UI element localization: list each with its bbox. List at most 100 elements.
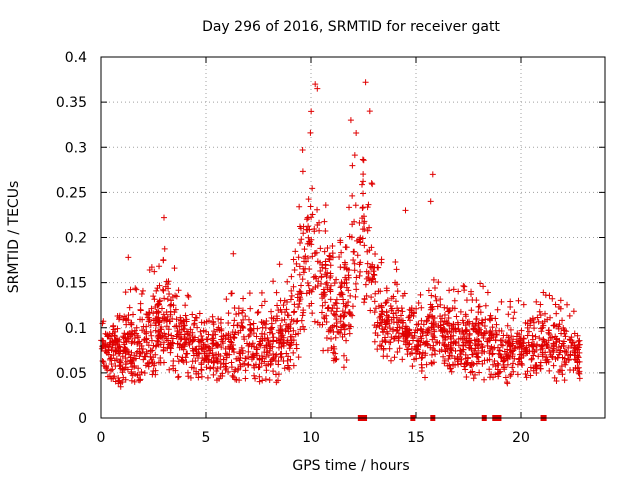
data-point — [168, 332, 175, 339]
data-point — [195, 336, 202, 343]
data-point — [359, 181, 366, 188]
data-point — [343, 244, 350, 251]
data-point — [566, 336, 573, 343]
data-point — [487, 312, 494, 319]
data-point — [241, 336, 248, 343]
data-point — [401, 290, 408, 297]
data-point — [430, 345, 437, 352]
data-point — [245, 316, 252, 323]
data-point — [174, 353, 181, 360]
data-point — [268, 308, 275, 315]
data-point — [308, 108, 315, 115]
data-point — [225, 310, 232, 317]
data-point — [340, 323, 347, 330]
data-point — [156, 329, 163, 336]
data-point — [545, 358, 552, 365]
data-point — [571, 330, 578, 337]
data-point — [273, 351, 280, 358]
data-point — [419, 364, 426, 371]
data-point — [308, 288, 315, 295]
data-point — [504, 380, 511, 387]
data-point — [431, 328, 438, 335]
data-point — [463, 360, 470, 367]
data-point — [516, 340, 523, 347]
data-point — [198, 367, 205, 374]
data-point — [463, 373, 470, 380]
data-point — [550, 362, 557, 369]
data-point — [183, 359, 190, 366]
data-point — [312, 81, 319, 88]
data-point — [406, 306, 413, 313]
data-point — [491, 344, 498, 351]
data-point — [259, 377, 266, 384]
data-point — [446, 362, 453, 369]
data-point — [287, 342, 294, 349]
data-point — [284, 339, 291, 346]
data-point — [575, 338, 582, 345]
data-point — [354, 252, 361, 259]
data-point — [452, 361, 459, 368]
data-point — [447, 333, 454, 340]
data-point — [498, 341, 505, 348]
data-point — [159, 286, 166, 293]
data-point — [546, 349, 553, 356]
data-point — [166, 366, 173, 373]
data-point — [175, 358, 182, 365]
data-point — [145, 318, 152, 325]
data-point — [288, 316, 295, 323]
data-point — [170, 302, 177, 309]
data-point — [471, 347, 478, 354]
data-point — [466, 338, 473, 345]
data-point — [394, 348, 401, 355]
axis-ticks — [100, 56, 605, 419]
data-point — [126, 304, 133, 311]
data-point — [505, 339, 512, 346]
data-point — [463, 297, 470, 304]
data-point — [147, 322, 154, 329]
data-point — [233, 311, 240, 318]
data-point — [365, 274, 372, 281]
data-point — [132, 355, 139, 362]
data-point — [330, 329, 337, 336]
data-point — [430, 276, 437, 283]
data-point — [489, 361, 496, 368]
data-point — [199, 346, 206, 353]
data-point — [170, 357, 177, 364]
data-point — [482, 302, 489, 309]
data-point — [134, 332, 141, 339]
data-point — [473, 353, 480, 360]
data-point — [277, 339, 284, 346]
data-point — [148, 305, 155, 312]
data-point — [437, 318, 444, 325]
data-point — [432, 351, 439, 358]
data-point — [326, 286, 333, 293]
data-point — [300, 265, 307, 272]
data-point — [410, 312, 417, 319]
data-point — [425, 287, 432, 294]
data-point — [217, 372, 224, 379]
data-point — [389, 328, 396, 335]
data-point — [285, 323, 292, 330]
data-point — [542, 310, 549, 317]
data-point — [298, 236, 305, 243]
data-point — [340, 296, 347, 303]
data-point — [204, 374, 211, 381]
data-point — [210, 341, 217, 348]
data-point — [181, 334, 188, 341]
data-point — [516, 355, 523, 362]
data-point — [152, 371, 159, 378]
data-point — [527, 372, 534, 379]
data-point — [534, 314, 541, 321]
data-point — [459, 317, 466, 324]
data-point — [314, 206, 321, 213]
data-point — [187, 326, 194, 333]
data-point — [163, 335, 170, 342]
data-point — [300, 309, 307, 316]
data-point — [558, 363, 565, 370]
data-point — [120, 334, 127, 341]
data-point — [259, 330, 266, 337]
data-point — [462, 355, 469, 362]
data-point — [528, 356, 535, 363]
data-point — [332, 350, 339, 357]
data-point — [161, 214, 167, 221]
